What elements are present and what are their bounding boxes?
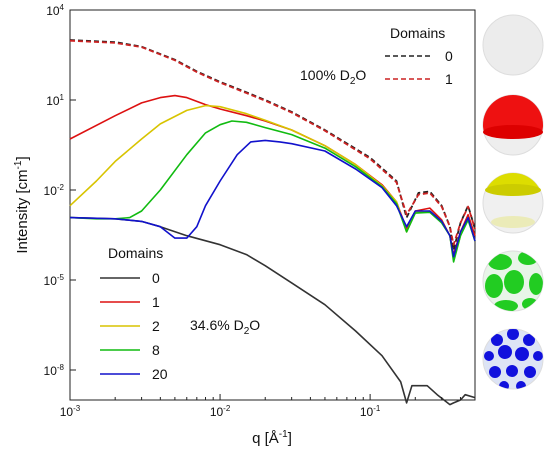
series-line-2 — [69, 216, 476, 406]
legend-bottom-label-2: 2 — [152, 318, 160, 334]
legend-bottom-label-3: 8 — [152, 342, 160, 358]
legend-bottom: Domains 0 1 2 8 20 — [100, 245, 168, 382]
y-tick-label-2: 10-2 — [44, 183, 65, 198]
x-axis-label: q [Å-1] — [252, 429, 292, 447]
series-line-3 — [69, 94, 476, 256]
plain-sphere-icon — [482, 14, 544, 76]
series-layer — [69, 39, 476, 406]
legend-bottom-label-4: 20 — [152, 366, 168, 382]
legend-top-label-1: 1 — [445, 71, 453, 87]
y-tick-label-0: 104 — [46, 3, 64, 18]
legend-top-label-0: 0 — [445, 48, 453, 64]
series-line-6 — [69, 139, 476, 258]
legend-bottom-label-1: 1 — [152, 294, 160, 310]
legend-bottom-label-0: 0 — [152, 270, 160, 286]
series-line-1 — [69, 39, 476, 246]
x-tick-label-1: 10-2 — [210, 404, 231, 419]
yellow-band-sphere-icon — [482, 172, 544, 234]
green-patch-sphere-icon — [482, 250, 544, 312]
blue-dot-sphere-icon — [482, 328, 544, 390]
x-tick-label-0: 10-3 — [60, 404, 81, 419]
annotation-100-d2o: 100% D2O — [300, 67, 366, 87]
y-tick-label-3: 10-5 — [44, 273, 65, 288]
annotation-34-d2o: 34.6% D2O — [190, 317, 260, 337]
red-cap-sphere-icon — [482, 94, 544, 156]
plot-area — [69, 9, 476, 401]
x-tick-label-2: 10-1 — [360, 404, 381, 419]
series-line-0 — [69, 39, 476, 251]
y-tick-label-4: 10-8 — [44, 363, 65, 378]
series-line-5 — [69, 120, 476, 263]
y-axis-label: Intensity [cm-1] — [13, 156, 31, 253]
series-line-4 — [69, 104, 476, 260]
legend-bottom-title: Domains — [108, 245, 163, 261]
y-tick-label-1: 101 — [46, 93, 64, 108]
legend-top-title: Domains — [390, 25, 445, 41]
legend-top: Domains 0 1 — [385, 25, 453, 87]
